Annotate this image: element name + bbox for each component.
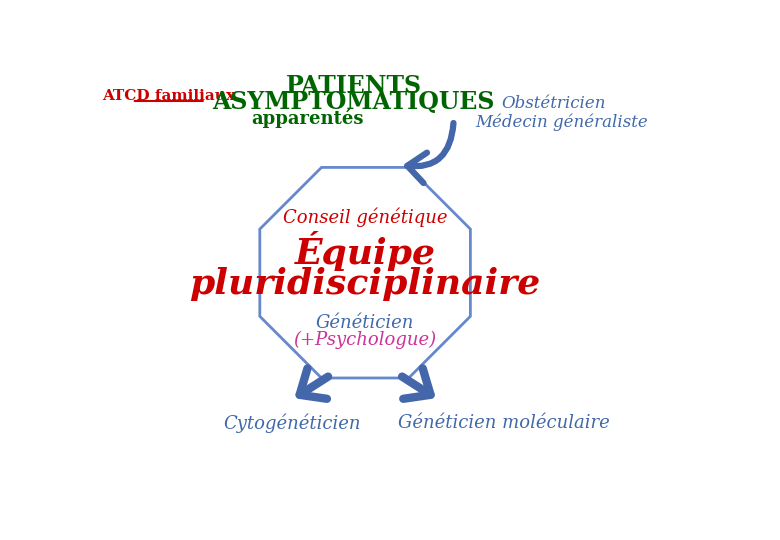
Text: PATIENTS: PATIENTS (285, 75, 421, 98)
Text: Généticien moléculaire: Généticien moléculaire (398, 414, 610, 432)
Text: ATCD familiaux: ATCD familiaux (102, 89, 236, 103)
Text: Obstétricien: Obstétricien (502, 95, 606, 112)
Text: Conseil génétique: Conseil génétique (283, 207, 448, 227)
Text: Équipe: Équipe (295, 231, 435, 271)
Text: Cytogénéticien: Cytogénéticien (223, 413, 360, 433)
Text: Généticien: Généticien (316, 314, 414, 332)
FancyArrowPatch shape (300, 368, 328, 399)
Text: pluridisciplinaire: pluridisciplinaire (190, 267, 541, 301)
Polygon shape (260, 167, 470, 378)
Text: (+Psychologue): (+Psychologue) (293, 330, 437, 349)
FancyArrowPatch shape (407, 123, 453, 183)
Text: apparentés: apparentés (251, 109, 363, 129)
Text: ASYMPTOMATIQUES: ASYMPTOMATIQUES (212, 90, 495, 114)
Text: Médecin généraliste: Médecin généraliste (475, 114, 648, 131)
FancyArrowPatch shape (402, 368, 431, 399)
